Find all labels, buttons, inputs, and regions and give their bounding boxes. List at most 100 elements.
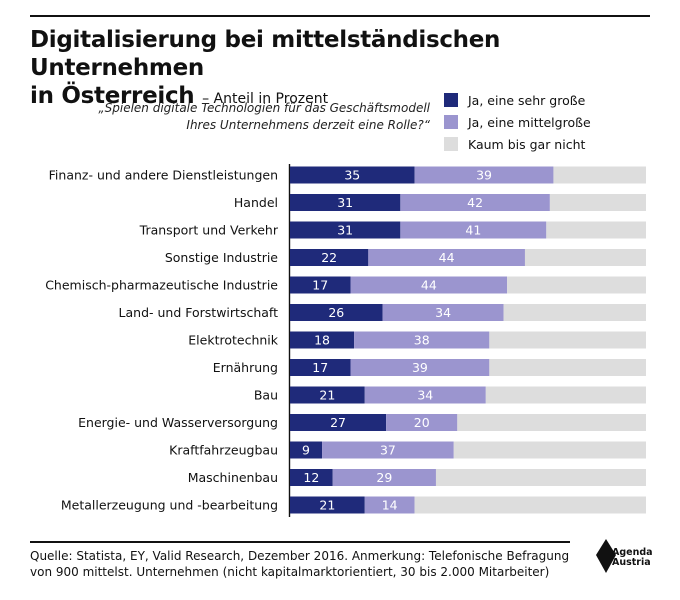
legend-label-mittelgross: Ja, eine mittelgroße	[468, 114, 591, 130]
category-label-chemisch-pharmazeutische-industrie: Chemisch-pharmazeutische Industrie	[45, 278, 278, 293]
bar-segment-transport-und-verkehr-series-2	[400, 221, 547, 239]
bar-segment-finanz-und-andere-dienstleistungen-series-3	[553, 166, 646, 184]
bar-segment-finanz-und-andere-dienstleistungen-series-2	[414, 166, 554, 184]
bottom-rule	[30, 541, 570, 543]
legend-swatch-kaum	[444, 137, 458, 151]
bar-segment-energie-und-wasserversorgung-series-1	[290, 414, 387, 431]
category-label-elektrotechnik: Elektrotechnik	[188, 333, 278, 348]
legend-label-kaum: Kaum bis gar nicht	[468, 136, 586, 152]
title-line-2-text: in Österreich	[30, 83, 195, 109]
data-label-ernährung-series-1: 17	[312, 360, 328, 375]
bar-segment-sonstige-industrie-series-2	[368, 249, 525, 266]
category-label-transport-und-verkehr: Transport und Verkehr	[139, 223, 279, 238]
bar-segment-kraftfahrzeugbau-series-2	[322, 441, 454, 459]
legend-item-kaum: Kaum bis gar nicht	[444, 133, 591, 155]
data-label-energie-und-wasserversorgung-series-1: 27	[330, 415, 346, 430]
bar-segment-handel-series-2	[400, 194, 550, 211]
bar-segment-maschinenbau-series-2	[332, 469, 436, 486]
bar-segment-ernährung-series-1	[290, 359, 351, 376]
top-rule	[30, 15, 650, 17]
source-note: Quelle: Statista, EY, Valid Research, De…	[30, 548, 575, 580]
category-label-finanz-und-andere-dienstleistungen: Finanz- und andere Dienstleistungen	[49, 168, 278, 183]
data-label-land-und-forstwirtschaft-series-2: 34	[435, 305, 451, 320]
bar-segment-bau-series-3	[485, 386, 646, 404]
category-label-land-und-forstwirtschaft: Land- und Forstwirtschaft	[119, 305, 279, 320]
source-line-1: Quelle: Statista, EY, Valid Research, De…	[30, 549, 570, 563]
bar-segment-bau-series-1	[290, 386, 365, 404]
logo-diamond-shape	[596, 539, 616, 573]
category-label-ernährung: Ernährung	[213, 360, 278, 375]
bar-segment-energie-und-wasserversorgung-series-3	[457, 414, 646, 431]
logo-text: Agenda Austria	[612, 548, 653, 568]
data-label-elektrotechnik-series-2: 38	[414, 333, 430, 348]
bar-segment-metallerzeugung-und-bearbeitung-series-2	[364, 496, 415, 514]
category-label-kraftfahrzeugbau: Kraftfahrzeugbau	[169, 443, 278, 458]
agenda-austria-logo	[596, 539, 616, 573]
bar-segment-elektrotechnik-series-2	[354, 331, 490, 349]
bar-segment-handel-series-3	[549, 194, 646, 211]
chart-subtitle: – Anteil in Prozent	[202, 91, 329, 107]
survey-question: „Spielen digitale Technologien für das G…	[80, 100, 430, 134]
logo-text-line-2: Austria	[612, 557, 651, 568]
logo-text-line-1: Agenda	[612, 547, 653, 558]
bar-segment-metallerzeugung-und-bearbeitung-series-1	[290, 496, 365, 514]
data-label-finanz-und-andere-dienstleistungen-series-1: 35	[344, 168, 360, 183]
source-line-2: von 900 mittelst. Unternehmen (nicht kap…	[30, 565, 550, 579]
data-label-metallerzeugung-und-bearbeitung-series-1: 21	[319, 498, 335, 513]
data-label-bau-series-2: 34	[417, 388, 433, 403]
data-label-kraftfahrzeugbau-series-1: 9	[302, 443, 310, 458]
question-line-2: Ihres Unternehmens derzeit eine Rolle?“	[186, 118, 430, 132]
chart-title: Digitalisierung bei mittelständischen Un…	[30, 26, 650, 113]
category-label-sonstige-industrie: Sonstige Industrie	[165, 250, 278, 265]
bar-segment-transport-und-verkehr-series-3	[546, 221, 646, 239]
bar-segment-ernährung-series-2	[350, 359, 490, 376]
bar-segment-land-und-forstwirtschaft-series-1	[290, 304, 383, 321]
legend-label-sehr-gross: Ja, eine sehr große	[468, 92, 586, 108]
data-label-bau-series-1: 21	[319, 388, 335, 403]
data-label-finanz-und-andere-dienstleistungen-series-2: 39	[476, 168, 492, 183]
bar-segment-energie-und-wasserversorgung-series-2	[386, 414, 458, 431]
chart-legend: Ja, eine sehr große Ja, eine mittelgroße…	[444, 89, 591, 155]
data-label-energie-und-wasserversorgung-series-2: 20	[414, 415, 430, 430]
bar-segment-kraftfahrzeugbau-series-3	[453, 441, 646, 459]
bar-segment-bau-series-2	[364, 386, 486, 404]
bar-segment-kraftfahrzeugbau-series-1	[290, 441, 323, 459]
data-label-sonstige-industrie-series-1: 22	[321, 250, 337, 265]
data-label-ernährung-series-2: 39	[412, 360, 428, 375]
question-line-1: „Spielen digitale Technologien für das G…	[98, 101, 430, 115]
bar-segment-elektrotechnik-series-1	[290, 331, 355, 349]
data-label-maschinenbau-series-1: 12	[303, 470, 319, 485]
data-label-sonstige-industrie-series-2: 44	[439, 250, 455, 265]
bar-segment-transport-und-verkehr-series-1	[290, 221, 401, 239]
bar-segment-chemisch-pharmazeutische-industrie-series-2	[350, 276, 508, 294]
category-label-bau: Bau	[254, 388, 278, 403]
data-label-land-und-forstwirtschaft-series-1: 26	[328, 305, 344, 320]
bar-segment-chemisch-pharmazeutische-industrie-series-3	[507, 276, 646, 294]
data-label-maschinenbau-series-2: 29	[376, 470, 392, 485]
bar-segment-elektrotechnik-series-3	[489, 331, 646, 349]
data-label-kraftfahrzeugbau-series-2: 37	[380, 443, 396, 458]
bar-segment-sonstige-industrie-series-1	[290, 249, 369, 266]
data-label-chemisch-pharmazeutische-industrie-series-1: 17	[312, 278, 328, 293]
data-label-transport-und-verkehr-series-2: 41	[465, 223, 481, 238]
data-label-metallerzeugung-und-bearbeitung-series-2: 14	[382, 498, 398, 513]
data-label-handel-series-1: 31	[337, 195, 353, 210]
legend-item-mittelgross: Ja, eine mittelgroße	[444, 111, 591, 133]
bar-segment-metallerzeugung-und-bearbeitung-series-3	[414, 496, 646, 514]
bar-segment-ernährung-series-3	[489, 359, 646, 376]
category-label-handel: Handel	[234, 195, 278, 210]
category-label-maschinenbau: Maschinenbau	[188, 470, 278, 485]
bar-segment-sonstige-industrie-series-3	[524, 249, 646, 266]
legend-swatch-mittelgross	[444, 115, 458, 129]
bar-segment-handel-series-1	[290, 194, 401, 211]
category-label-energie-und-wasserversorgung: Energie- und Wasserversorgung	[78, 415, 278, 430]
legend-swatch-sehr-gross	[444, 93, 458, 107]
title-line-1: Digitalisierung bei mittelständischen Un…	[30, 27, 501, 81]
bar-segment-land-und-forstwirtschaft-series-2	[382, 304, 504, 321]
bar-segment-land-und-forstwirtschaft-series-3	[503, 304, 646, 321]
legend-item-sehr-gross: Ja, eine sehr große	[444, 89, 591, 111]
category-label-metallerzeugung-und-bearbeitung: Metallerzeugung und -bearbeitung	[61, 498, 278, 513]
data-label-transport-und-verkehr-series-1: 31	[337, 223, 353, 238]
data-label-chemisch-pharmazeutische-industrie-series-2: 44	[421, 278, 437, 293]
